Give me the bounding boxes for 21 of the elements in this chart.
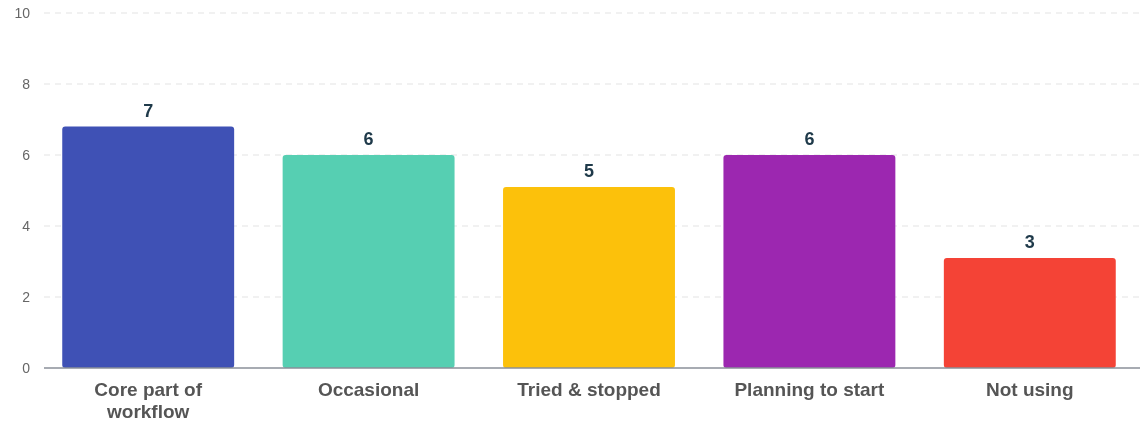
y-tick-label: 10 xyxy=(14,4,31,21)
y-tick-label: 0 xyxy=(22,359,31,376)
bar xyxy=(282,155,455,368)
x-tick-label: Core part of workflow xyxy=(94,379,203,421)
data-label: 5 xyxy=(583,160,595,181)
x-tick-label: Planning to start xyxy=(734,379,886,400)
y-tick-label: 4 xyxy=(22,217,31,234)
data-label: 6 xyxy=(804,129,815,149)
data-label: 7 xyxy=(143,100,154,121)
data-label: 3 xyxy=(1024,231,1035,252)
bar xyxy=(943,257,1116,368)
y-tick-label: 6 xyxy=(22,146,31,163)
data-label: 6 xyxy=(363,129,374,149)
bar xyxy=(723,155,896,368)
y-tick-label: 8 xyxy=(22,75,31,92)
x-tick-label: Occasional xyxy=(317,379,420,400)
x-tick-label: Tried & stopped xyxy=(517,379,661,400)
y-tick-label: 2 xyxy=(22,288,31,305)
x-tick-label: Not using xyxy=(986,379,1074,400)
bar xyxy=(62,126,235,368)
bar xyxy=(503,186,675,368)
